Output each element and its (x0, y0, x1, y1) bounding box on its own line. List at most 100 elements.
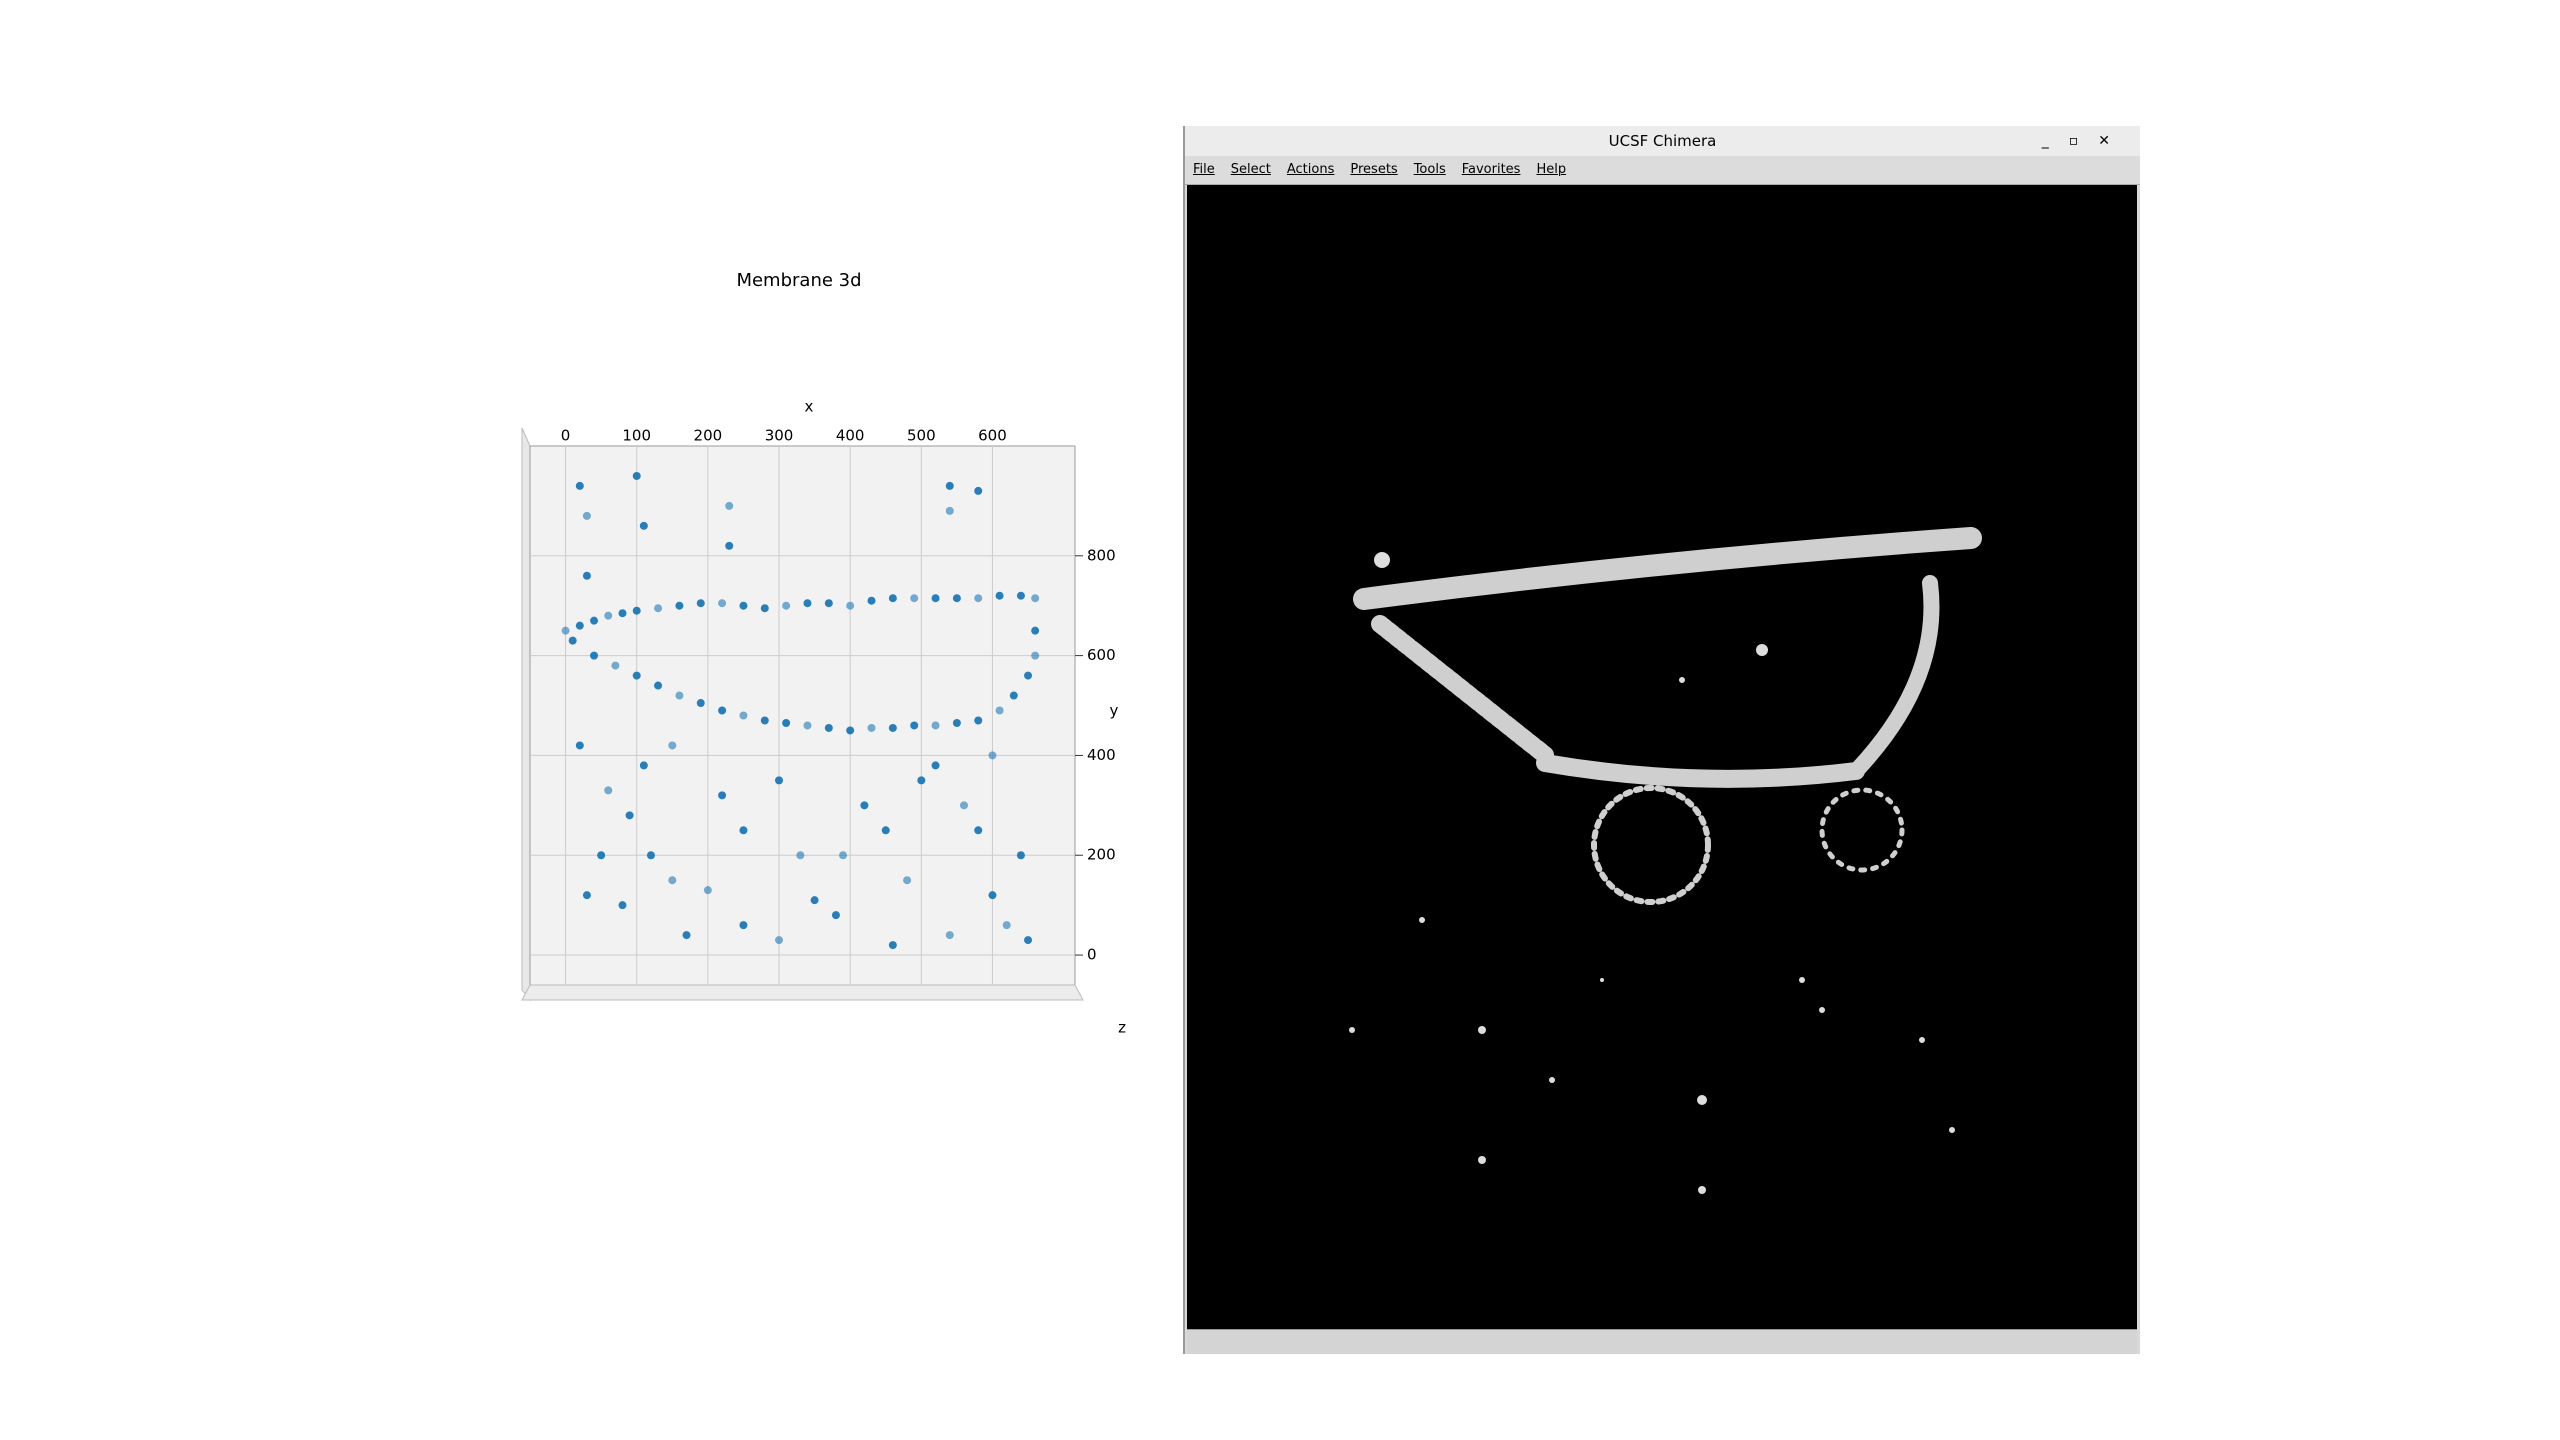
point (974, 594, 983, 603)
point (718, 706, 727, 715)
point (654, 681, 663, 690)
point (739, 711, 748, 720)
pane (529, 445, 1076, 986)
point (575, 741, 584, 750)
menu-item[interactable]: Presets (1350, 162, 1398, 177)
window-title: UCSF Chimera (1608, 132, 1717, 150)
chimera-window: UCSF Chimera _▫✕ File Select Actions Presets… (1183, 126, 2140, 1354)
menu-item[interactable]: Tools (1413, 162, 1446, 177)
point (1031, 594, 1040, 603)
x-axis-label: x (805, 398, 814, 416)
point (931, 594, 940, 603)
menu-item[interactable]: Help (1536, 162, 1567, 177)
point (725, 541, 734, 550)
point (632, 671, 641, 680)
point (604, 611, 613, 620)
point (888, 941, 897, 950)
title-bar: UCSF Chimera _▫✕ (1185, 126, 2140, 156)
point (831, 911, 840, 920)
x-tick-label: 600 (978, 427, 1007, 445)
point (668, 876, 677, 885)
point (597, 851, 606, 860)
y-tick-label: 600 (1087, 646, 1116, 664)
point (1031, 651, 1040, 660)
point (952, 594, 961, 603)
point (860, 801, 869, 810)
x-tick-label: 500 (907, 427, 936, 445)
point (995, 706, 1004, 715)
point (796, 851, 805, 860)
point (582, 511, 591, 520)
point (1024, 671, 1033, 680)
point (974, 486, 983, 495)
point (974, 716, 983, 725)
point (803, 599, 812, 608)
point (668, 741, 677, 750)
point (995, 591, 1004, 600)
plot-figure: Membrane 3d x y z 0 100 200 300 400 500 600 0 20… (521, 270, 1126, 1037)
point (760, 716, 769, 725)
bottom-pane (521, 984, 1084, 1001)
point (846, 601, 855, 610)
point (960, 801, 969, 810)
point (760, 604, 769, 613)
point (611, 661, 620, 670)
point (824, 723, 833, 732)
y-tick-label: 200 (1087, 846, 1116, 864)
point (725, 501, 734, 510)
menu-item[interactable]: Actions (1286, 162, 1335, 177)
point (974, 826, 983, 835)
point (582, 891, 591, 900)
point (846, 726, 855, 735)
status-bar (1187, 1329, 2137, 1354)
point (604, 786, 613, 795)
menu-item[interactable]: Favorites (1461, 162, 1521, 177)
point (881, 826, 890, 835)
point (782, 718, 791, 727)
point (867, 723, 876, 732)
point (632, 471, 641, 480)
point (867, 596, 876, 605)
point (568, 636, 577, 645)
membrane-render (1353, 527, 1982, 905)
menu-item[interactable]: Select (1230, 162, 1271, 177)
y-tick-label: 800 (1087, 546, 1116, 564)
point (1016, 851, 1025, 860)
point (739, 826, 748, 835)
x-tick-label: 200 (694, 427, 723, 445)
point (1009, 691, 1018, 700)
point (639, 761, 648, 770)
point (910, 594, 919, 603)
point (561, 626, 570, 635)
window-controls[interactable]: _▫✕ (2041, 133, 2130, 149)
point (590, 616, 599, 625)
point (945, 481, 954, 490)
x-tick-label: 300 (765, 427, 794, 445)
point (675, 601, 684, 610)
point (903, 876, 912, 885)
point (1016, 591, 1025, 600)
point (917, 776, 926, 785)
point (675, 691, 684, 700)
y-tick-label: 400 (1087, 746, 1116, 764)
y-axis-label: y (1110, 702, 1119, 720)
viewport (1187, 185, 2137, 1329)
point (696, 699, 705, 708)
x-tick-label: 100 (622, 427, 651, 445)
point (682, 931, 691, 940)
menu-item[interactable]: File (1193, 162, 1215, 177)
point (718, 599, 727, 608)
point (575, 481, 584, 490)
point (1024, 936, 1033, 945)
point (1031, 626, 1040, 635)
point (782, 601, 791, 610)
point (582, 571, 591, 580)
point (839, 851, 848, 860)
point (910, 721, 919, 730)
point (1002, 921, 1011, 930)
point (639, 521, 648, 530)
point (824, 599, 833, 608)
point (618, 901, 627, 910)
point (988, 891, 997, 900)
